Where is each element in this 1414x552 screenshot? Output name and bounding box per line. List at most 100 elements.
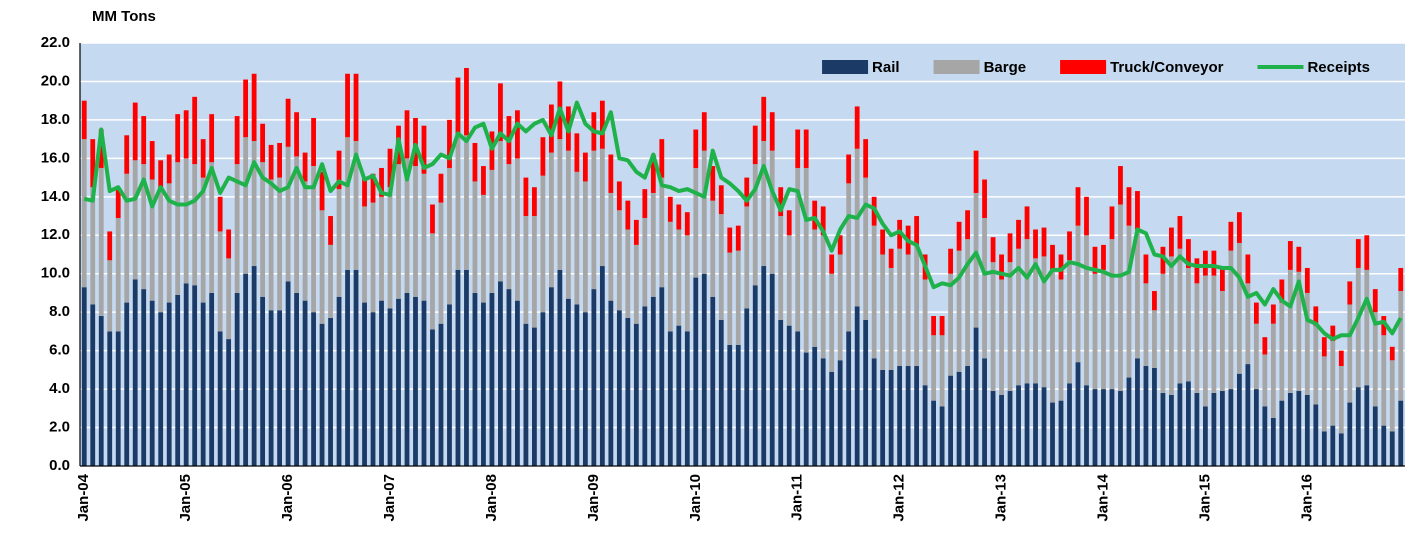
bar-segment (1118, 204, 1123, 392)
bar-segment (183, 158, 189, 284)
bar-segment (939, 335, 945, 407)
bar-segment (990, 237, 996, 263)
bar-segment (1135, 229, 1140, 359)
y-tick-label: 20.0 (41, 72, 70, 89)
bar-segment (523, 216, 529, 324)
y-axis-label: MM Tons (92, 8, 156, 25)
x-tick-label: Jan-11 (789, 474, 806, 521)
bar-segment (633, 219, 639, 245)
bar-segment (1084, 385, 1089, 466)
bar-segment (1092, 273, 1098, 390)
bar-segment (192, 96, 198, 165)
bar-segment (803, 352, 809, 466)
bar-segment (396, 298, 401, 466)
bar-segment (1143, 283, 1149, 367)
bar-segment (285, 146, 291, 282)
bar-segment (718, 319, 724, 466)
bar-segment (192, 164, 198, 286)
bar-segment (931, 400, 937, 466)
bar-segment (973, 192, 979, 328)
bar-segment (608, 154, 614, 193)
bar-segment (328, 216, 333, 245)
bar-segment (243, 137, 249, 274)
bar-segment (1398, 267, 1404, 292)
bar-segment (659, 287, 665, 466)
bar-segment (931, 316, 937, 336)
bar-segment (404, 110, 410, 159)
bar-segment (1075, 187, 1081, 226)
bar-segment (1347, 304, 1353, 403)
bar-segment (1152, 291, 1157, 311)
bar-segment (1016, 248, 1021, 386)
bar-segment (1245, 364, 1251, 466)
bar-segment (498, 281, 503, 466)
bar-segment (608, 300, 614, 466)
bar-segment (1279, 302, 1285, 401)
bar-segment (1160, 273, 1166, 393)
bar-segment (846, 331, 852, 466)
bar-segment (1398, 400, 1404, 466)
bar-segment (633, 323, 639, 466)
bar-segment (1169, 227, 1174, 257)
bar-segment (158, 312, 164, 466)
bar-segment (1169, 256, 1174, 395)
bar-segment (132, 160, 138, 280)
legend-item: Receipts (1257, 59, 1370, 76)
bar-segment (999, 254, 1004, 280)
bar-segment (565, 298, 571, 466)
bar-segment (540, 312, 546, 466)
bar-segment (948, 248, 953, 274)
bar-segment (1236, 212, 1242, 243)
bar-segment (761, 96, 767, 142)
legend-label: Receipts (1307, 59, 1370, 76)
bar-segment (1321, 356, 1327, 432)
bar-segment (956, 371, 962, 466)
bar-segment (1253, 302, 1259, 324)
bar-segment (149, 300, 155, 466)
bar-segment (217, 196, 223, 232)
x-tick-label: Jan-06 (279, 474, 296, 522)
bar-segment (727, 344, 733, 466)
bar-segment (464, 67, 469, 136)
bar-segment (1228, 250, 1234, 390)
bar-segment (795, 129, 801, 168)
x-tick-label: Jan-07 (381, 474, 398, 522)
bar-segment (353, 73, 359, 142)
bar-segment (234, 292, 240, 466)
bar-segment (599, 100, 605, 149)
bar-segment (268, 144, 274, 180)
bar-segment (871, 358, 877, 466)
bar-segment (1041, 256, 1047, 388)
bar-segment (965, 239, 970, 367)
bar-segment (676, 325, 682, 466)
bar-segment (1372, 406, 1378, 466)
y-tick-label: 8.0 (49, 303, 70, 320)
bar-segment (922, 385, 928, 466)
bar-segment (914, 216, 920, 245)
bar-segment (616, 181, 622, 211)
x-tick-label: Jan-08 (483, 474, 500, 522)
y-tick-label: 0.0 (49, 457, 70, 474)
bar-segment (939, 316, 945, 336)
bar-segment (642, 189, 648, 218)
bar-segment (166, 183, 172, 303)
bar-segment (430, 204, 435, 234)
bar-segment (1253, 323, 1259, 390)
bar-segment (209, 292, 215, 466)
bar-segment (1092, 389, 1098, 466)
bar-segment (1092, 246, 1098, 274)
bar-segment (1321, 337, 1327, 357)
bar-segment (888, 248, 894, 268)
bar-segment (1245, 283, 1251, 365)
bar-segment (795, 167, 801, 332)
bar-segment (345, 269, 350, 466)
bar-segment (277, 177, 282, 311)
bar-segment (786, 210, 792, 236)
bar-segment (897, 366, 903, 466)
bar-segment (956, 221, 962, 251)
bar-segment (1313, 306, 1319, 326)
bar-segment (421, 125, 427, 174)
bar-segment (803, 129, 809, 168)
bar-segment (1338, 366, 1344, 434)
bar-segment (124, 173, 130, 303)
